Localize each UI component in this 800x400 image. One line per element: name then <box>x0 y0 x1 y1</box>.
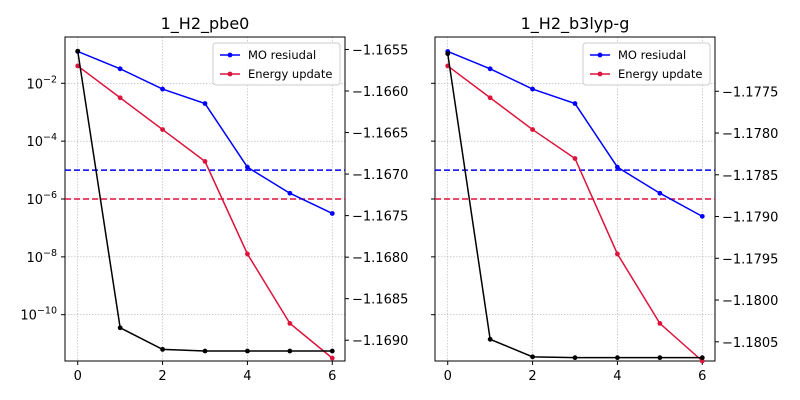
data-point-energy <box>75 48 81 54</box>
y-right-tick-label: −1.1780 <box>722 127 778 142</box>
data-point-energy <box>657 355 663 361</box>
data-point-energy-update <box>160 127 165 132</box>
data-point-energy <box>615 355 620 361</box>
data-point-mo-resiudal <box>572 101 578 106</box>
x-tick-label: 2 <box>158 369 166 384</box>
series-line-energy <box>446 53 703 359</box>
data-point-mo-resiudal <box>657 190 663 196</box>
chart-panel-1: 1_H2_pbe0 0 2 4 6 10−10 10−8 10−6 10−4 10−2 −1.169… <box>20 14 408 384</box>
legend-box <box>582 42 711 86</box>
data-point-mo-resiudal <box>530 86 535 92</box>
y-left-tick-label: 10−4 <box>26 132 57 150</box>
y-right-tick-label: −1.1795 <box>722 252 778 267</box>
data-point-mo-resiudal <box>615 164 620 170</box>
series-line-energy <box>76 51 333 352</box>
legend-label: MO resiudal <box>618 48 686 62</box>
data-point-energy-update <box>329 355 335 361</box>
data-point-energy-update <box>287 320 293 326</box>
data-point-mo-resiudal <box>160 86 165 92</box>
data-point-energy-update <box>117 95 123 101</box>
data-point-energy-update <box>75 63 81 69</box>
y-left-tick-label: 10−2 <box>26 74 57 92</box>
data-point-mo-resiudal <box>287 190 293 196</box>
data-point-energy <box>245 348 250 354</box>
y-right-tick-label: −1.1690 <box>352 334 408 349</box>
data-point-mo-resiudal <box>487 66 493 72</box>
series-line-energy-update <box>447 65 703 362</box>
data-point-energy <box>160 346 165 352</box>
x-tick-label: 4 <box>243 369 251 384</box>
legend-marker <box>227 71 233 77</box>
y-left-tick-label: 10−8 <box>26 248 57 266</box>
data-point-energy <box>202 348 208 354</box>
y-right-tick-label: −1.1775 <box>722 85 778 100</box>
data-point-mo-resiudal <box>245 164 250 170</box>
y-right-tick-label: −1.1660 <box>352 85 408 100</box>
data-point-mo-resiudal <box>202 101 208 106</box>
y-right-tick-label: −1.1675 <box>352 210 408 225</box>
chart-title: 1_H2_pbe0 <box>161 14 250 34</box>
data-point-energy-update <box>530 127 535 132</box>
data-point-energy <box>445 51 451 57</box>
x-tick-label: 2 <box>528 369 536 384</box>
legend-marker <box>597 52 603 58</box>
y-right-tick-label: −1.1685 <box>352 293 408 308</box>
legend-box <box>212 42 341 86</box>
legend-marker <box>227 52 233 58</box>
data-point-energy-update <box>245 251 250 257</box>
chart-panel-2: 1_H2_b3lyp-g 0 2 4 6 −1.1805 −1.1800 −1.1795 −1.… <box>431 14 778 384</box>
legend-label: Energy update <box>618 67 702 81</box>
data-point-energy <box>117 325 123 331</box>
legend-label: MO resiudal <box>248 48 316 62</box>
data-point-energy-update <box>615 251 620 257</box>
y-right-tick-label: −1.1805 <box>722 336 778 351</box>
chart-title: 1_H2_b3lyp-g <box>521 14 630 34</box>
data-point-mo-resiudal <box>329 211 335 216</box>
legend-label: Energy update <box>248 67 332 81</box>
x-tick-label: 0 <box>444 369 452 384</box>
data-point-energy <box>487 336 493 342</box>
data-point-energy-update <box>572 156 578 161</box>
data-point-energy <box>287 348 293 354</box>
data-point-energy-update <box>202 158 208 164</box>
y-right-tick-label: −1.1680 <box>352 251 408 266</box>
legend-marker <box>597 71 603 77</box>
y-right-tick-label: −1.1790 <box>722 211 778 226</box>
data-point-energy-update <box>699 358 705 364</box>
data-point-energy <box>530 354 535 360</box>
y-left-tick-label: 10−10 <box>20 306 57 324</box>
y-left-tick-label: 10−6 <box>26 190 57 208</box>
data-point-energy <box>572 355 578 361</box>
data-point-energy-update <box>487 95 493 101</box>
y-right-tick-label: −1.1670 <box>352 168 408 183</box>
x-tick-label: 6 <box>328 369 336 384</box>
data-point-mo-resiudal <box>117 66 123 72</box>
series-line-energy-update <box>77 65 333 359</box>
x-tick-label: 4 <box>613 369 621 384</box>
y-right-tick-label: −1.1655 <box>352 43 408 58</box>
x-tick-label: 0 <box>74 369 82 384</box>
data-point-mo-resiudal <box>699 213 705 219</box>
x-tick-label: 6 <box>698 369 706 384</box>
y-right-tick-label: −1.1785 <box>722 169 778 184</box>
y-right-tick-label: −1.1665 <box>352 127 408 142</box>
data-point-energy-update <box>657 320 663 326</box>
data-point-energy <box>329 348 335 354</box>
data-point-energy <box>699 355 705 361</box>
y-right-tick-label: −1.1800 <box>722 294 778 309</box>
